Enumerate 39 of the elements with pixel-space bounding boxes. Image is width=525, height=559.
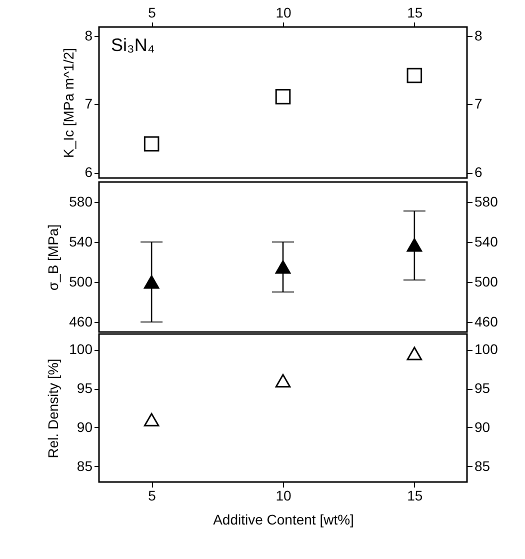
y-tick-label: 580	[69, 194, 93, 210]
y-tick-label: 90	[76, 418, 93, 435]
y2-tick-label: 500	[474, 274, 498, 290]
point	[144, 136, 160, 152]
annotation: Si₃N₄	[111, 35, 155, 55]
y-axis-title: σ_B [MPa]	[45, 224, 62, 291]
x-tick-label: 10	[276, 4, 292, 20]
y-axis-title: K_Ic [MPa m^1/2]	[60, 48, 77, 158]
y2-tick-label: 460	[474, 314, 498, 330]
y-tick-label: 95	[76, 380, 93, 396]
y-tick-label: 100	[69, 341, 93, 358]
y2-tick-label: 100	[474, 341, 498, 358]
y2-tick-label: 7	[474, 96, 482, 112]
point	[406, 68, 422, 84]
x-tick-label: 10	[276, 488, 292, 504]
y2-tick-label: 85	[474, 458, 490, 474]
point	[275, 374, 291, 388]
x-tick-label: 5	[148, 4, 156, 20]
y-tick-label: 7	[84, 96, 93, 112]
y-tick-label: 6	[84, 164, 93, 180]
y2-tick-label: 6	[474, 164, 482, 180]
x-axis-title: Additive Content [wt%]	[213, 512, 354, 528]
y-axis-title: Rel. Density [%]	[45, 358, 62, 458]
x-tick-label: 15	[407, 488, 423, 504]
x-tick-label: 15	[407, 4, 423, 20]
y-tick-label: 540	[69, 234, 93, 250]
y-tick-label: 8	[84, 27, 93, 44]
y2-tick-label: 580	[474, 194, 498, 210]
y2-tick-label: 540	[474, 234, 498, 250]
y2-tick-label: 8	[474, 27, 482, 44]
y-tick-label: 500	[69, 274, 93, 290]
y2-tick-label: 95	[474, 380, 490, 396]
point	[275, 89, 291, 104]
y-tick-label: 460	[69, 314, 93, 330]
point	[144, 412, 160, 426]
point	[406, 346, 422, 360]
y-tick-label: 85	[76, 458, 93, 474]
x-tick-label: 5	[148, 488, 156, 504]
y2-tick-label: 90	[474, 418, 490, 435]
